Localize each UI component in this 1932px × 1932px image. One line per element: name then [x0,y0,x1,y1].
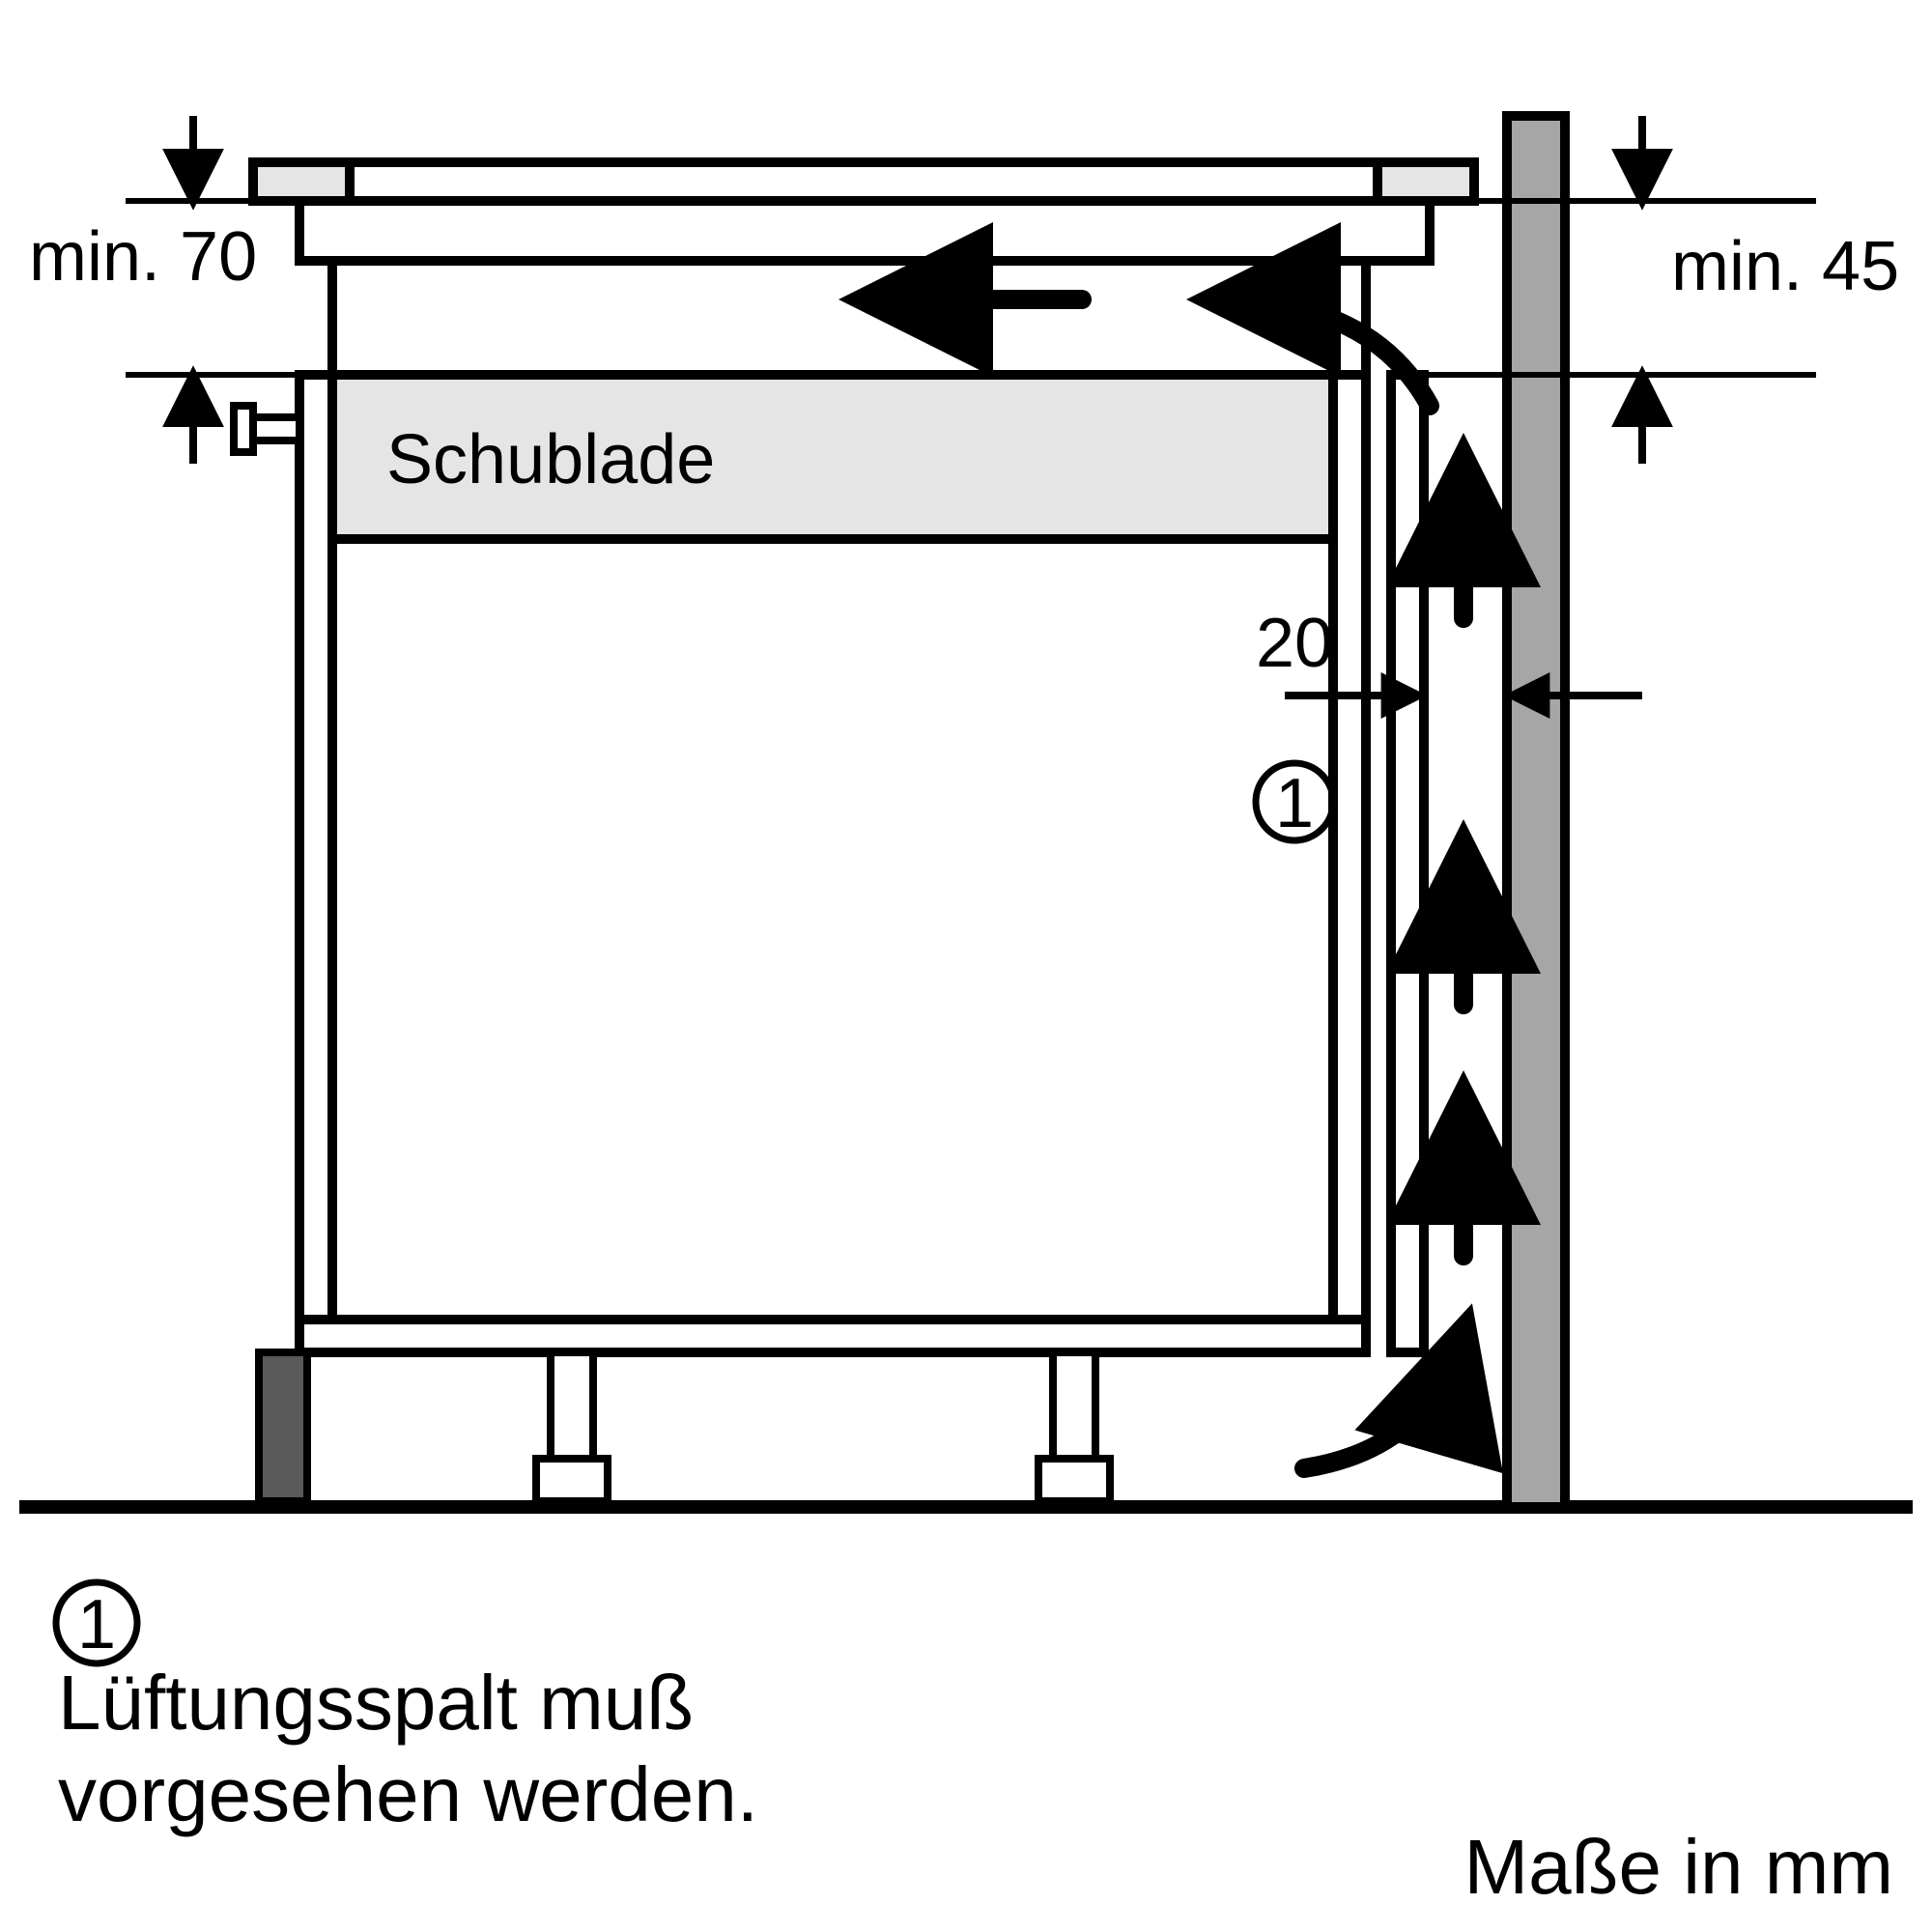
cooktop-trim-left [253,162,350,201]
drawer-handle [234,406,299,452]
cabinet-bottom [299,1320,1366,1352]
cooktop-glass [253,162,1474,201]
reference-1-marker: 1 [1256,763,1333,842]
dim-min45-label: min. 45 [1671,228,1899,305]
cabinet-left-panel [299,375,332,1352]
reference-1-number: 1 [1275,765,1314,842]
installation-diagram: Schublade min. 70 min. 45 20 [0,0,1932,1932]
legend-line2: vorgesehen werden. [58,1751,758,1837]
cooktop-frame [299,201,1430,261]
cabinet-legs [536,1352,1110,1501]
cooktop-underside [332,261,1366,375]
dimension-min45: min. 45 [1424,116,1899,464]
drawer-label: Schublade [386,421,715,498]
plinth-block [259,1352,307,1501]
legend-line1: Lüftungsspalt muß [58,1660,694,1746]
wall [1507,116,1565,1507]
cabinet-right-panel [1333,375,1366,1352]
dim-min70-label: min. 70 [29,218,257,296]
dim-gap20-label: 20 [1256,605,1333,682]
dimension-gap20: 20 [1256,605,1642,696]
legend: 1 Lüftungsspalt muß vorgesehen werden. [56,1582,758,1837]
vent-channel-panel [1391,375,1424,1352]
legend-ref1-symbol: 1 [77,1586,116,1663]
cooktop-trim-right [1378,162,1474,201]
units-label: Maße in mm [1464,1824,1894,1910]
